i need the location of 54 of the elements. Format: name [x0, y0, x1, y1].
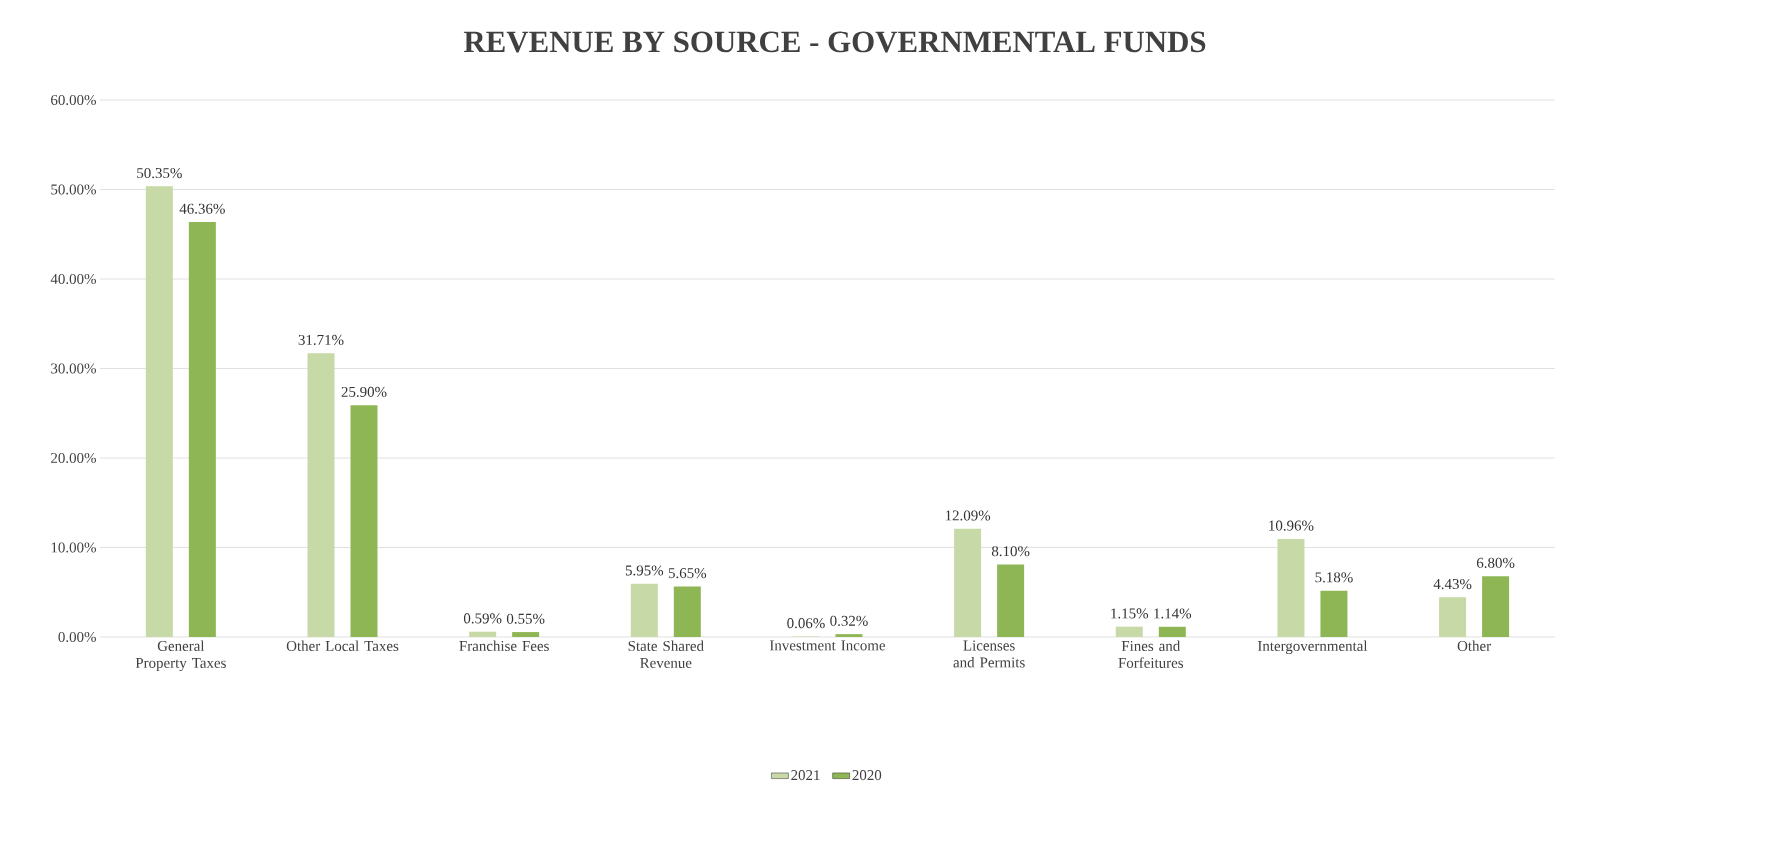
data-label: 0.55% — [506, 613, 545, 624]
data-label: 5.65% — [668, 568, 707, 579]
data-label: 25.90% — [341, 386, 387, 397]
bar — [307, 353, 335, 637]
data-label: 0.32% — [830, 615, 868, 626]
x-tick-label: Intergovernmental — [1257, 640, 1368, 655]
bar — [1277, 538, 1305, 637]
y-tick-label: 0.00% — [58, 631, 96, 643]
x-tick-label: State Shared Revenue — [628, 640, 704, 668]
bar — [1320, 590, 1348, 637]
y-tick-label: 50.00% — [51, 184, 96, 195]
data-label: 0.59% — [463, 613, 502, 624]
y-tick-label: 60.00% — [51, 94, 96, 106]
x-tick-label: Other — [1457, 640, 1491, 652]
data-label: 1.15% — [1111, 608, 1149, 619]
y-tick-label: 30.00% — [51, 363, 96, 374]
data-label: 4.43% — [1433, 578, 1472, 590]
y-tick-label: 40.00% — [50, 273, 96, 285]
bar — [1482, 576, 1510, 637]
x-tick-label: General Property Taxes — [135, 640, 226, 672]
x-tick-label: Other Local Taxes — [286, 640, 399, 652]
legend-label: 2021 — [791, 770, 820, 781]
bar — [673, 586, 701, 637]
data-label: 5.18% — [1315, 572, 1353, 583]
bar — [350, 405, 378, 637]
bar — [954, 528, 982, 637]
bar — [1158, 626, 1186, 637]
x-tick-label: Investment Income — [769, 640, 886, 651]
bar — [1115, 626, 1143, 637]
bar — [188, 222, 216, 637]
y-tick-label: 10.00% — [51, 542, 96, 553]
data-label: 50.35% — [137, 168, 182, 179]
data-label: 46.36% — [179, 203, 225, 214]
data-label: 6.80% — [1476, 557, 1515, 568]
x-tick-label: Fines and Forfeitures — [1118, 640, 1184, 668]
data-label: 0.06% — [787, 618, 825, 629]
legend-label: 2020 — [852, 770, 882, 781]
bar — [1439, 597, 1467, 637]
data-label: 31.71% — [298, 334, 344, 345]
data-label: 5.95% — [625, 565, 664, 576]
bar — [630, 583, 658, 637]
data-label: 1.14% — [1154, 608, 1192, 619]
y-tick-label: 20.00% — [51, 452, 96, 464]
x-tick-label: Franchise Fees — [459, 640, 549, 652]
chart-title: REVENUE BY SOURCE - GOVERNMENTAL FUNDS — [463, 31, 1206, 53]
data-label: 10.96% — [1269, 520, 1314, 531]
bar — [512, 632, 540, 637]
bar — [145, 186, 173, 637]
bar — [835, 634, 863, 637]
data-label: 8.10% — [991, 546, 1030, 557]
bar — [469, 631, 497, 637]
bar — [997, 564, 1025, 637]
x-tick-label: Licenses and Permits — [953, 640, 1025, 668]
data-label: 12.09% — [945, 510, 991, 521]
